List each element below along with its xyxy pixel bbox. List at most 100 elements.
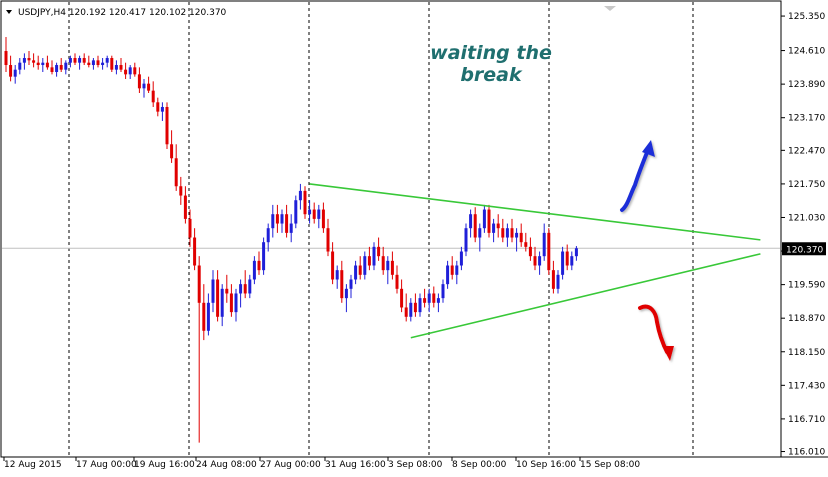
candle-body <box>395 274 399 289</box>
candle-body <box>404 307 408 317</box>
candle <box>22 53 26 70</box>
candle-body <box>68 58 72 63</box>
candle-body <box>285 214 289 233</box>
candle-body <box>331 251 335 280</box>
candle <box>234 288 238 322</box>
candle <box>413 293 417 317</box>
candle <box>354 260 358 285</box>
candle <box>542 223 546 261</box>
candle <box>533 246 537 271</box>
candle <box>331 242 335 285</box>
candle <box>275 204 279 233</box>
candle <box>91 58 95 70</box>
candle <box>216 270 220 322</box>
candle-body <box>496 223 500 229</box>
candle <box>13 65 17 84</box>
candle-body <box>13 69 17 77</box>
candle <box>68 55 72 68</box>
candle <box>524 232 528 252</box>
candle-body <box>367 256 371 266</box>
trendline-upper[interactable] <box>309 183 761 241</box>
candle-body <box>556 274 560 289</box>
candle <box>289 214 293 243</box>
candle-body <box>349 279 353 289</box>
chart-shift-marker-icon[interactable] <box>604 6 616 11</box>
triangle-trendlines <box>309 183 761 339</box>
candle-body <box>561 251 565 275</box>
candle-body <box>216 279 220 317</box>
candle <box>124 62 128 80</box>
candle-body <box>257 260 261 271</box>
candle-body <box>418 298 422 313</box>
plot-area <box>0 0 782 458</box>
candle-body <box>505 228 509 238</box>
candle-body <box>229 293 233 313</box>
grid-lines <box>68 2 694 456</box>
candle-body <box>124 69 128 75</box>
candle-body <box>510 228 514 238</box>
candle <box>50 60 54 75</box>
candle <box>321 202 325 233</box>
candle-body <box>574 248 578 257</box>
candle-body <box>266 228 270 243</box>
candle-body <box>432 293 436 303</box>
candle <box>436 293 440 313</box>
candle <box>312 202 316 224</box>
y-tick-label: 118.870 <box>788 314 825 324</box>
y-tick-label: 116.710 <box>788 415 825 425</box>
candle <box>142 79 146 98</box>
dropdown-triangle-icon[interactable] <box>6 10 12 14</box>
arrow-down-head-icon <box>662 346 674 361</box>
candle-body <box>390 260 394 275</box>
x-tick-label: 31 Aug 16:00 <box>325 460 386 470</box>
candle <box>308 200 312 224</box>
candle <box>469 209 473 238</box>
candle <box>482 204 486 233</box>
candle-body <box>142 83 146 89</box>
candle <box>432 286 436 308</box>
current-price-label: 120.370 <box>786 245 823 255</box>
candle-body <box>151 90 155 103</box>
symbol-header: USDJPY,H4 120.192 120.417 120.102 120.37… <box>6 8 227 18</box>
candle-body <box>354 265 358 280</box>
candle-body <box>225 288 229 294</box>
candle-body <box>381 256 385 271</box>
candle-body <box>114 65 118 70</box>
candle-body <box>50 67 54 73</box>
candle-body <box>4 51 8 66</box>
candle <box>556 270 560 294</box>
candle-body <box>455 265 459 275</box>
candle <box>487 204 491 238</box>
candle <box>450 256 454 280</box>
candle-body <box>41 62 45 66</box>
candle-body <box>206 302 210 331</box>
candle-body <box>308 209 312 215</box>
x-tick-label: 12 Aug 2015 <box>4 460 62 470</box>
candle <box>179 176 183 205</box>
candle <box>496 214 500 238</box>
candle-body <box>211 279 215 303</box>
candle <box>501 218 505 243</box>
candle-body <box>119 65 123 70</box>
candle <box>519 223 523 247</box>
x-tick-label: 19 Aug 16:00 <box>134 460 195 470</box>
candle <box>303 186 307 219</box>
candle <box>197 256 201 443</box>
candle-body <box>248 279 252 294</box>
candle <box>515 228 519 252</box>
candle-body <box>55 65 59 73</box>
candle-body <box>36 62 40 66</box>
symbol-header-text: USDJPY,H4 120.192 120.417 120.102 120.37… <box>18 8 227 18</box>
candle-body <box>234 293 238 313</box>
candle-body <box>528 246 532 257</box>
candle <box>285 204 289 238</box>
candle-body <box>202 302 206 331</box>
candle-body <box>524 242 528 247</box>
candle <box>372 242 376 271</box>
candle <box>206 293 210 336</box>
candle-body <box>22 58 26 63</box>
candle-body <box>18 62 22 70</box>
trendline-lower[interactable] <box>410 253 761 339</box>
